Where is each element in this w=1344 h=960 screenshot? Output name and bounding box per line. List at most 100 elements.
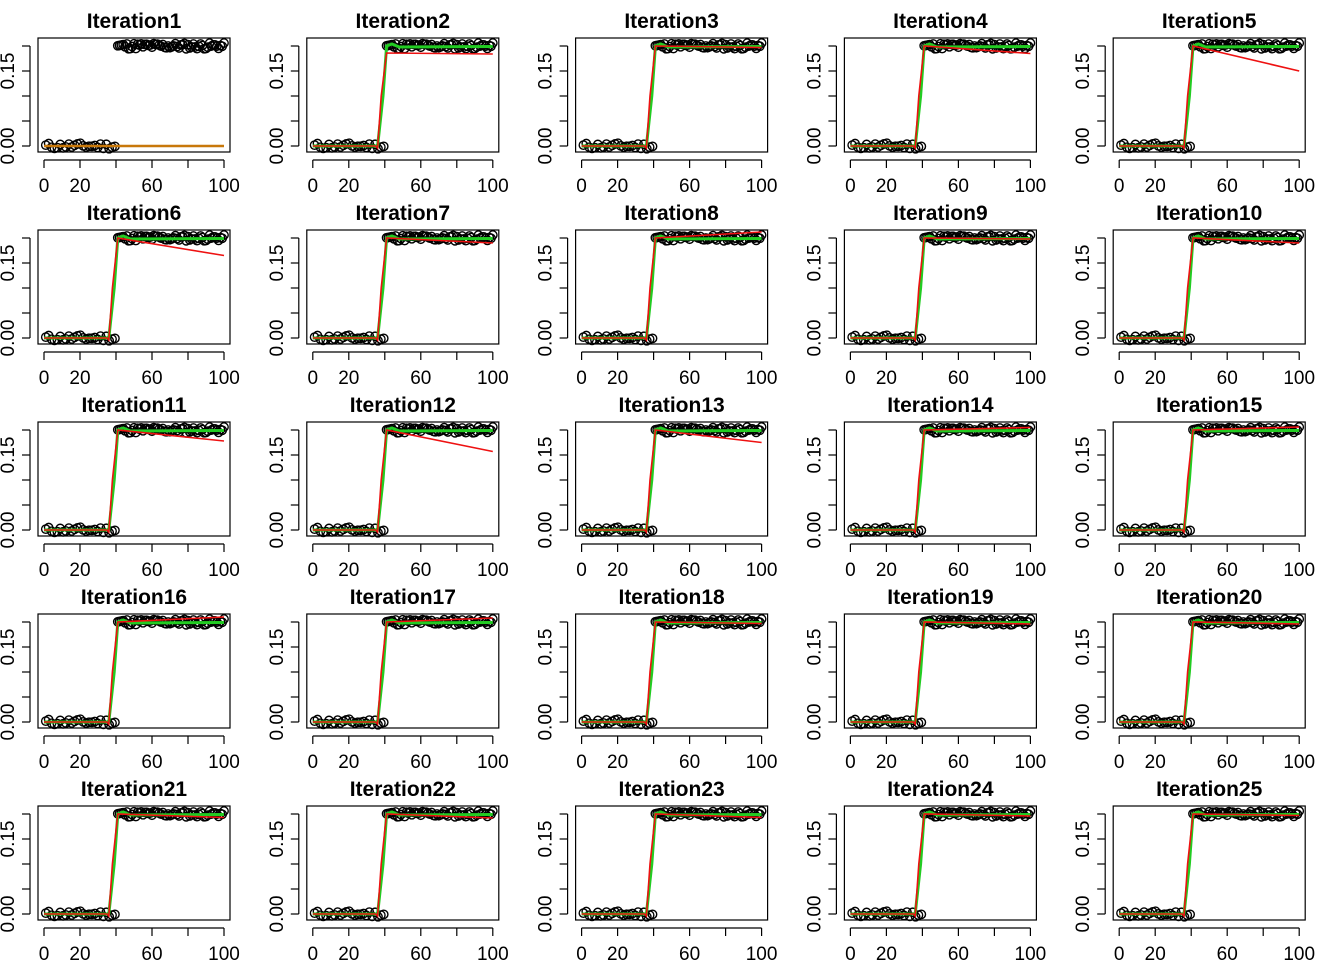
data-point (647, 525, 658, 536)
y-tick-label: 0.15 (267, 53, 288, 90)
plot-box (843, 37, 1038, 153)
data-point (916, 909, 927, 920)
plot-box (37, 613, 231, 729)
y-tick-label: 0.00 (0, 320, 19, 357)
panel-title: Iteration21 (81, 778, 188, 801)
data-point (378, 333, 389, 344)
data-point (916, 717, 927, 728)
fit-line-green (850, 426, 1031, 532)
panel-title: Iteration7 (356, 202, 451, 225)
x-tick-label: 20 (876, 560, 897, 581)
data-point (1185, 141, 1196, 152)
fit-line-red (44, 429, 225, 534)
x-tick-label: 60 (141, 560, 162, 581)
x-tick-label: 100 (1283, 560, 1315, 581)
x-tick-label: 60 (679, 944, 700, 960)
x-tick-label: 100 (208, 368, 240, 389)
data-point (378, 525, 389, 536)
y-tick-label: 0.15 (267, 629, 288, 666)
panel-12: Iteration12 0 20 60 100 0.00 0.15 (267, 394, 509, 581)
panel-2: Iteration2 0 20 60 100 0.00 0.15 (267, 10, 509, 197)
y-tick-label: 0.15 (804, 245, 825, 282)
y-tick-label: 0.15 (804, 821, 825, 858)
x-tick-label: 0 (845, 176, 856, 197)
panel-4: Iteration4 0 20 60 100 0.00 0.15 (804, 10, 1046, 197)
x-tick-label: 100 (746, 752, 778, 773)
x-tick-label: 0 (308, 944, 319, 960)
x-tick-label: 60 (948, 752, 969, 773)
x-tick-label: 20 (1145, 368, 1166, 389)
panel-18: Iteration18 0 20 60 100 0.00 0.15 (536, 586, 778, 773)
x-tick-label: 20 (876, 368, 897, 389)
x-tick-label: 0 (1114, 176, 1125, 197)
y-tick-label: 0.00 (1073, 128, 1094, 165)
x-tick-label: 0 (1114, 368, 1125, 389)
data-point (647, 717, 658, 728)
plot-box (37, 229, 231, 345)
panel-title: Iteration25 (1156, 778, 1263, 801)
data-point (168, 41, 179, 51)
x-tick-label: 100 (208, 752, 240, 773)
panel-title: Iteration11 (81, 394, 186, 417)
plot-box (37, 37, 231, 153)
plot-box (1112, 805, 1306, 921)
panel-title: Iteration19 (887, 586, 993, 609)
data-point (916, 333, 927, 344)
y-tick-label: 0.00 (0, 512, 19, 549)
panel-1: Iteration1 0 20 60 100 0.00 0.15 (0, 10, 240, 197)
plot-box (843, 229, 1038, 345)
x-tick-label: 20 (607, 944, 628, 960)
y-tick-label: 0.00 (536, 896, 557, 933)
panel-25: Iteration25 0 20 60 100 0.00 0.15 (1073, 778, 1315, 960)
x-tick-label: 0 (576, 560, 587, 581)
x-tick-label: 0 (39, 560, 50, 581)
y-tick-label: 0.15 (804, 53, 825, 90)
x-tick-label: 60 (948, 368, 969, 389)
data-point (647, 141, 658, 152)
fit-line-green (581, 426, 762, 532)
panel-title: Iteration4 (893, 10, 988, 33)
x-tick-label: 20 (607, 752, 628, 773)
fit-line-red (581, 621, 762, 726)
x-tick-label: 100 (208, 944, 240, 960)
fit-line-red (44, 237, 225, 342)
data-point (1185, 909, 1196, 920)
x-tick-label: 100 (1015, 944, 1047, 960)
data-point (110, 525, 120, 536)
panel-19: Iteration19 0 20 60 100 0.00 0.15 (804, 586, 1046, 773)
plot-box (574, 37, 769, 153)
y-tick-label: 0.15 (267, 437, 288, 474)
x-tick-label: 20 (69, 368, 90, 389)
panel-16: Iteration16 0 20 60 100 0.00 0.15 (0, 586, 240, 773)
x-tick-label: 60 (948, 176, 969, 197)
x-tick-label: 100 (477, 752, 509, 773)
x-tick-label: 0 (308, 560, 319, 581)
y-tick-label: 0.15 (1073, 437, 1094, 474)
y-tick-label: 0.00 (0, 896, 19, 933)
panel-13: Iteration13 0 20 60 100 0.00 0.15 (536, 394, 778, 581)
x-tick-label: 20 (338, 368, 359, 389)
x-tick-label: 100 (477, 176, 509, 197)
x-tick-label: 60 (679, 752, 700, 773)
fit-line-green (581, 234, 762, 340)
panel-title: Iteration3 (624, 10, 719, 33)
y-tick-label: 0.00 (804, 704, 825, 741)
fit-line-red (1119, 621, 1300, 726)
x-tick-label: 100 (746, 560, 778, 581)
x-tick-label: 60 (679, 560, 700, 581)
fit-line-green (1119, 810, 1300, 916)
fit-line-red (850, 237, 1031, 342)
panel-title: Iteration23 (618, 778, 724, 801)
plot-box (1112, 37, 1306, 153)
fit-line-red (850, 813, 1031, 918)
x-tick-label: 60 (679, 176, 700, 197)
x-tick-label: 20 (1145, 944, 1166, 960)
fit-line-red (850, 45, 1031, 150)
x-tick-label: 0 (845, 560, 856, 581)
panel-title: Iteration20 (1156, 586, 1262, 609)
y-tick-label: 0.00 (1073, 320, 1094, 357)
x-tick-label: 20 (1145, 176, 1166, 197)
x-tick-label: 60 (948, 944, 969, 960)
x-tick-label: 0 (845, 368, 856, 389)
x-tick-label: 20 (607, 560, 628, 581)
